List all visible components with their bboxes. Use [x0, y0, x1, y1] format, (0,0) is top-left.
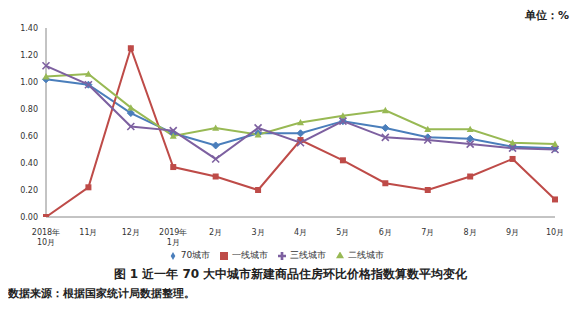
svg-text:2018年10月: 2018年10月 — [32, 228, 60, 247]
svg-text:0.40: 0.40 — [20, 159, 38, 168]
html-text:单位：%: 单位：% — [525, 9, 569, 22]
html-text:二线城市: 二线城市 — [348, 250, 385, 260]
html-text:三线城市: 三线城市 — [290, 250, 327, 260]
html-text:图 1 近一年 70 大中城市新建商品住房环比价格指数算数平: 图 1 近一年 70 大中城市新建商品住房环比价格指数算数平均变化 — [113, 267, 468, 281]
svg-text:2月: 2月 — [209, 228, 222, 237]
svg-text:3月: 3月 — [252, 228, 265, 237]
svg-text:9月: 9月 — [506, 228, 519, 237]
svg-text:0.60: 0.60 — [20, 132, 38, 141]
svg-text:1.20: 1.20 — [20, 51, 38, 60]
svg-text:6月: 6月 — [379, 228, 392, 237]
svg-text:1.40: 1.40 — [20, 24, 38, 33]
svg-text:11月: 11月 — [79, 228, 97, 237]
svg-text:10月: 10月 — [546, 228, 564, 237]
svg-text:1.00: 1.00 — [20, 78, 38, 87]
svg-text:4月: 4月 — [294, 228, 307, 237]
svg-text:2019年1月: 2019年1月 — [159, 228, 187, 247]
html-text:数据来源：根据国家统计局数据整理。: 数据来源：根据国家统计局数据整理。 — [8, 287, 195, 300]
svg-text:0.80: 0.80 — [20, 105, 38, 114]
html-text:70城市: 70城市 — [180, 250, 211, 260]
html-text:一线城市: 一线城市 — [232, 250, 269, 260]
svg-text:0.00: 0.00 — [20, 213, 38, 222]
svg-text:12月: 12月 — [122, 228, 140, 237]
svg-text:8月: 8月 — [464, 228, 477, 237]
svg-text:0.20: 0.20 — [20, 186, 38, 195]
svg-text:7月: 7月 — [421, 228, 434, 237]
svg-text:5月: 5月 — [336, 228, 349, 237]
